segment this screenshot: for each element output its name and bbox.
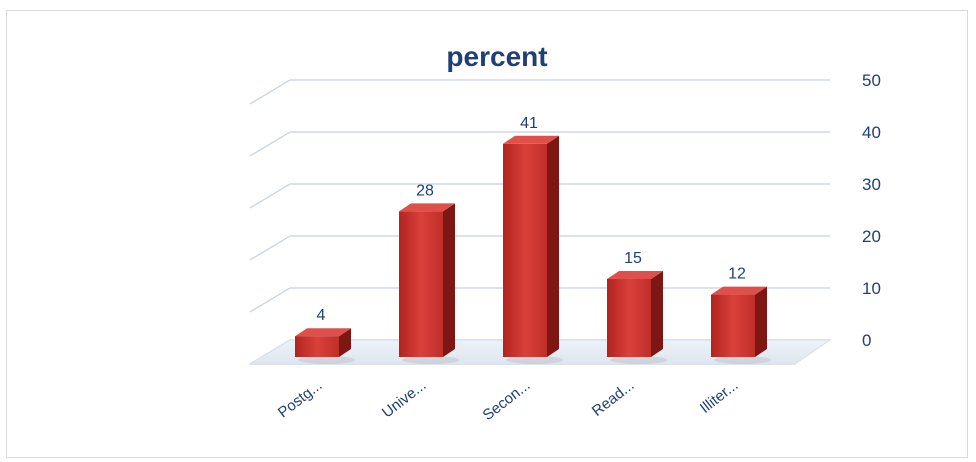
bar: 12 <box>711 266 772 364</box>
y-tick-label: 50 <box>862 71 881 90</box>
bar: 4 <box>295 307 356 364</box>
y-tick-label: 10 <box>862 279 881 298</box>
y-tick-label: 20 <box>862 227 881 246</box>
bar-front <box>711 294 755 357</box>
bar-front <box>295 336 339 357</box>
bar: 28 <box>399 182 460 364</box>
x-tick-label: Read... <box>589 377 638 420</box>
bar-shadow <box>402 356 460 364</box>
y-tick-label: 40 <box>862 123 881 142</box>
gridline-side <box>249 287 291 313</box>
x-axis: Postg... Unive... Secon... Read... Illiter..… <box>275 377 742 424</box>
bar-front <box>399 211 443 357</box>
bar-shadow <box>610 356 668 364</box>
x-tick-label: Secon... <box>480 377 534 424</box>
gridline-side <box>249 79 291 105</box>
bar-shadow <box>506 356 564 364</box>
chart-title: percent <box>446 41 547 72</box>
data-label: 41 <box>520 115 538 132</box>
y-tick-label: 0 <box>862 331 871 350</box>
bar-side <box>339 328 351 357</box>
data-label: 28 <box>416 182 434 199</box>
bar-side <box>651 271 663 357</box>
bar-side <box>443 203 455 357</box>
data-label: 15 <box>624 250 642 267</box>
bar-top <box>607 271 663 279</box>
bar: 15 <box>607 250 668 364</box>
bar-shadow <box>714 356 772 364</box>
bar: 41 <box>503 115 564 364</box>
x-tick-label: Postg... <box>275 377 326 422</box>
bar-top <box>399 203 455 212</box>
bar-side <box>547 135 559 357</box>
bars: 4 28 41 15 12 <box>295 115 772 364</box>
x-tick-label: Illiter... <box>697 377 742 417</box>
bar-top <box>503 135 559 144</box>
bar-top <box>711 286 767 295</box>
bar-top <box>295 328 351 337</box>
chart-frame <box>6 10 968 458</box>
bar-side <box>755 286 767 357</box>
gridline-side <box>249 183 291 209</box>
bar-shadow <box>298 356 356 364</box>
y-axis: 0 10 20 30 40 50 <box>862 71 881 350</box>
bar-front <box>607 279 651 357</box>
x-tick-label: Unive... <box>379 377 430 422</box>
gridline-side <box>249 131 291 157</box>
gridline-side <box>249 235 291 261</box>
data-label: 4 <box>317 307 326 324</box>
data-label: 12 <box>728 266 746 283</box>
bar-front <box>503 143 547 357</box>
y-tick-label: 30 <box>862 175 881 194</box>
